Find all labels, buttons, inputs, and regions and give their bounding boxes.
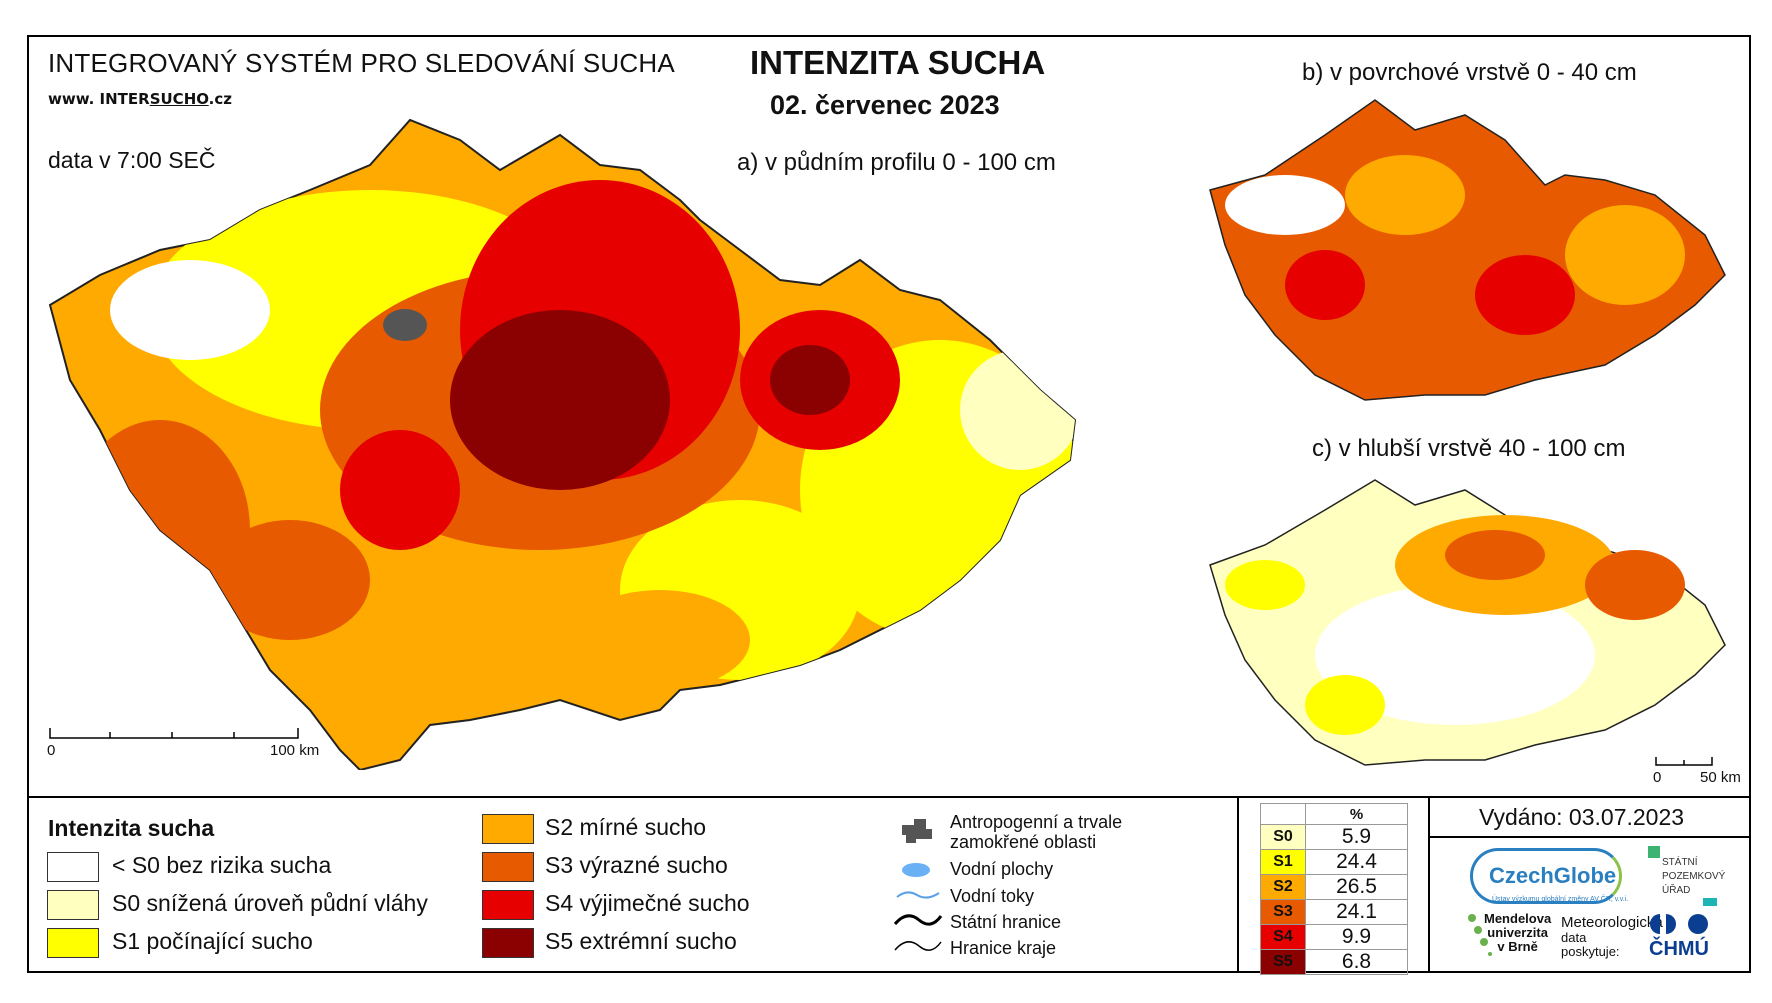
legend-divider [27, 796, 1751, 798]
table-value-s3: 24.1 [1305, 899, 1408, 925]
small-scale-bar [1655, 757, 1713, 766]
map-date: 02. červenec 2023 [770, 90, 1000, 120]
water-bodies-label: Vodní plochy [950, 859, 1054, 879]
swatch-s4 [482, 890, 534, 920]
meteo-line1: Meteorologická [1561, 914, 1663, 931]
surface-map-anchor [1130, 170, 1131, 171]
table-row: S5 6.8 [1260, 949, 1408, 975]
percent-table: % S0 5.9 S1 24.4 S2 26.5 S3 24.1 S4 9.9 … [1260, 803, 1408, 975]
spu-line2: POZEMKOVÝ [1662, 871, 1726, 882]
legend-label-s1: S1 počínající sucho [112, 928, 313, 954]
legend-divider-vertical-2 [1428, 796, 1430, 973]
mendel-line1: Mendelova [1484, 911, 1552, 926]
table-value-s2: 26.5 [1305, 874, 1408, 900]
legend-label-s2: S2 mírné sucho [545, 814, 707, 840]
mendel-logo: Mendelova univerzita v Brně [1484, 912, 1551, 954]
table-value-s5: 6.8 [1305, 949, 1408, 975]
region-border-label: Hranice kraje [950, 938, 1057, 958]
water-body-icon [902, 863, 930, 877]
main-scale-bar [49, 728, 299, 739]
system-name: INTEGROVANÝ SYSTÉM PRO SLEDOVÁNÍ SUCHA [48, 48, 675, 78]
surface-layer-map [1209, 99, 1726, 401]
anthropogenic-line2: zamokřené oblasti [950, 832, 1097, 852]
mendel-line3: v Brně [1497, 939, 1538, 954]
table-class-s4: S4 [1260, 924, 1306, 950]
table-class-s0: S0 [1260, 824, 1306, 850]
table-value-s4: 9.9 [1305, 924, 1408, 950]
table-row: S2 26.5 [1260, 874, 1408, 900]
issued-divider [1428, 836, 1751, 838]
main-drought-map [48, 118, 1077, 770]
swatch-s1 [47, 928, 99, 958]
swatch-s0 [47, 890, 99, 920]
meteo-line2: data [1561, 930, 1587, 945]
state-border-icon [893, 914, 943, 926]
legend-label-below-s0: < S0 bez rizika sucha [112, 852, 332, 878]
table-row: S3 24.1 [1260, 899, 1408, 925]
meteo-credit: Meteorologická data poskytuje: [1561, 915, 1663, 959]
table-class-s5: S5 [1260, 949, 1306, 975]
czechglobe-text: CzechGlobe [1489, 863, 1617, 888]
legend-title: Intenzita sucha [48, 815, 215, 841]
main-scale-start: 0 [47, 742, 56, 759]
czechglobe-logo: CzechGlobe [1470, 848, 1622, 904]
table-value-s1: 24.4 [1305, 849, 1408, 875]
spu-logo: STÁTNÍ POZEMKOVÝ ÚŘAD [1662, 856, 1725, 898]
swatch-below-s0 [47, 852, 99, 882]
anthropogenic-line1: Antropogenní a trvale [950, 812, 1123, 832]
stream-icon [896, 891, 940, 899]
legend-label-s3: S3 výrazné sucho [545, 852, 728, 878]
url-suffix: .cz [208, 90, 232, 108]
table-value-s0: 5.9 [1305, 824, 1408, 850]
url-underlined: SUCHO [149, 90, 209, 108]
legend-label-s5: S5 extrémní sucho [545, 928, 737, 954]
deep-layer-map [1209, 479, 1726, 766]
table-header-percent: % [1305, 803, 1408, 825]
swatch-s2 [482, 814, 534, 844]
streams-label: Vodní toky [950, 886, 1035, 906]
mendel-line2: univerzita [1487, 925, 1548, 940]
table-class-s1: S1 [1260, 849, 1306, 875]
region-border-icon [894, 941, 942, 951]
issued-date: Vydáno: 03.07.2023 [1479, 804, 1685, 830]
table-class-s2: S2 [1260, 874, 1306, 900]
website-url[interactable]: www. INTERSUCHO.cz [48, 90, 232, 108]
spu-logo-mark [1648, 846, 1660, 858]
swatch-s5 [482, 928, 534, 958]
table-row: S1 24.4 [1260, 849, 1408, 875]
small-scale-start: 0 [1653, 769, 1662, 786]
map-title: INTENZITA SUCHA [750, 44, 1046, 81]
spu-line1: STÁTNÍ [1662, 857, 1698, 868]
small-scale-end: 50 km [1700, 769, 1741, 786]
table-row: S4 9.9 [1260, 924, 1408, 950]
anthropogenic-area-icon [902, 819, 932, 843]
table-class-s3: S3 [1260, 899, 1306, 925]
spu-logo-accent [1703, 898, 1717, 906]
legend-label-s4: S4 výjimečné sucho [545, 890, 750, 916]
chmu-logo-mark [1650, 914, 1708, 934]
legend-divider-vertical-1 [1237, 796, 1239, 973]
table-header-row: % [1260, 803, 1408, 825]
spu-line3: ÚŘAD [1662, 885, 1691, 896]
swatch-s3 [482, 852, 534, 882]
chmu-text: ČHMÚ [1649, 938, 1709, 960]
mendel-logo-dots [1468, 914, 1492, 956]
legend-label-s0: S0 snížená úroveň půdní vláhy [112, 890, 428, 916]
bottom-map-label: c) v hlubší vrstvě 40 - 100 cm [1312, 435, 1626, 462]
table-header-empty [1260, 803, 1306, 825]
state-border-label: Státní hranice [950, 912, 1062, 932]
url-prefix: www. INTER [48, 90, 150, 108]
top-map-label: b) v povrchové vrstvě 0 - 40 cm [1302, 59, 1637, 86]
czechglobe-subtitle: Ústav výzkumu globální změny AV ČR, v.v.… [1492, 896, 1629, 903]
meteo-line3: poskytuje: [1561, 944, 1620, 959]
table-row: S0 5.9 [1260, 824, 1408, 850]
data-time: data v 7:00 SEČ [48, 147, 216, 173]
main-map-label: a) v půdním profilu 0 - 100 cm [737, 149, 1056, 176]
main-scale-end: 100 km [270, 742, 320, 759]
